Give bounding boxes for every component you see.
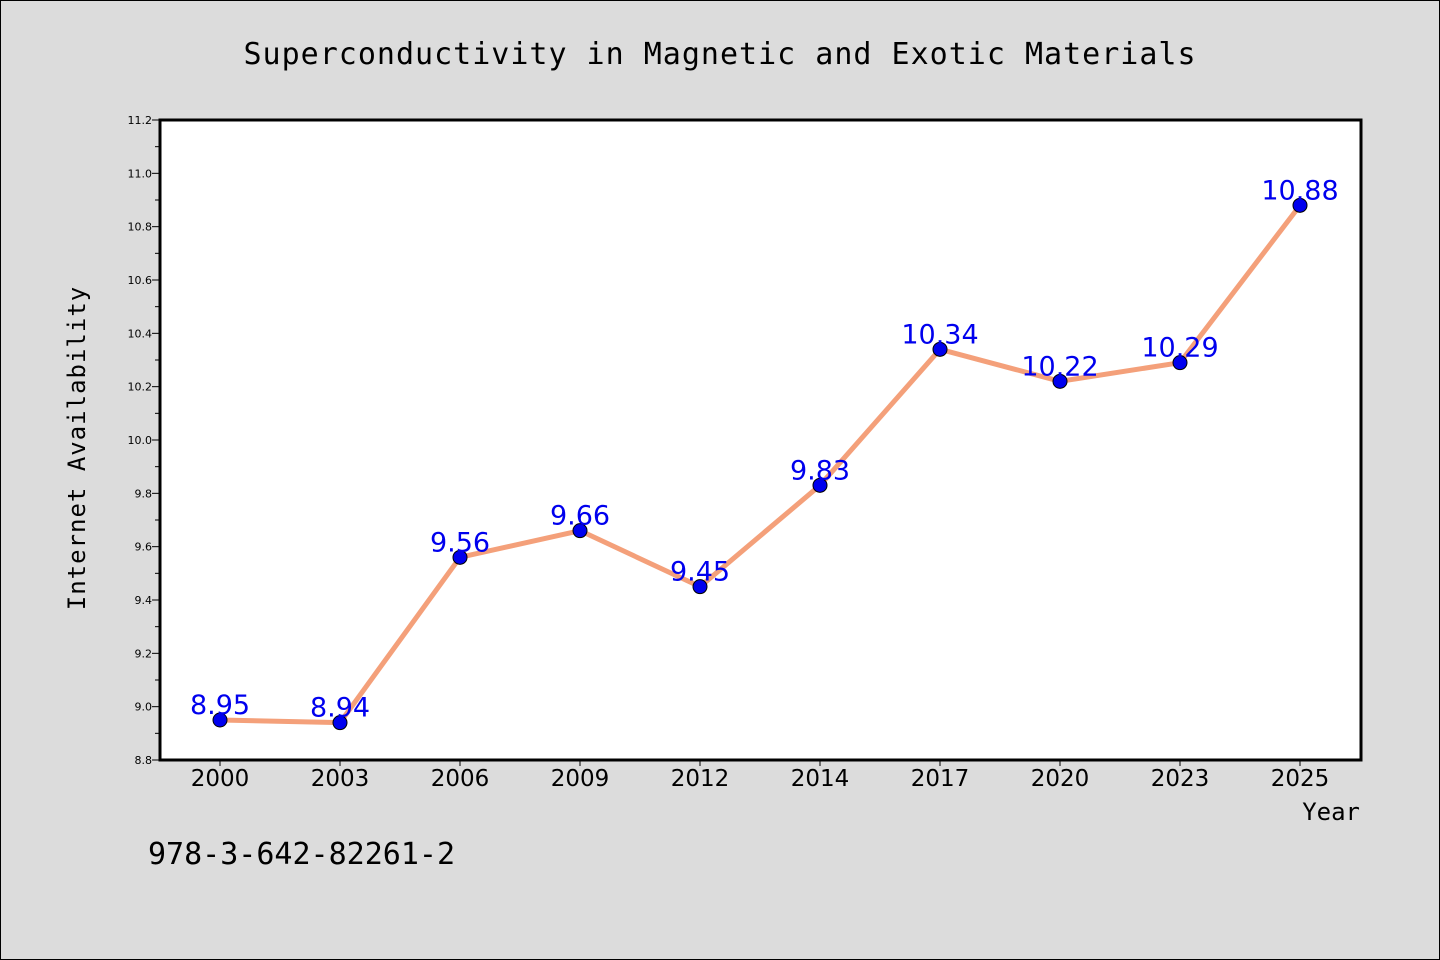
data-point bbox=[332, 715, 348, 731]
data-point bbox=[812, 477, 828, 493]
y-tick-label: 9.0 bbox=[135, 701, 153, 714]
data-point bbox=[692, 579, 708, 595]
data-label: 9.56 bbox=[430, 527, 490, 558]
y-tick-label: 10.8 bbox=[128, 221, 153, 234]
data-point bbox=[1292, 197, 1308, 213]
data-label: 10.88 bbox=[1261, 175, 1338, 206]
data-label: 9.45 bbox=[670, 557, 730, 588]
y-tick-label: 11.0 bbox=[128, 167, 153, 180]
x-tick-label: 2020 bbox=[1031, 766, 1090, 792]
data-label: 10.29 bbox=[1141, 333, 1218, 364]
data-label: 10.22 bbox=[1021, 351, 1098, 382]
plot-area bbox=[158, 118, 1363, 762]
x-tick-label: 2009 bbox=[551, 766, 610, 792]
data-point bbox=[212, 712, 228, 728]
y-tick-label: 10.6 bbox=[128, 274, 153, 287]
data-point bbox=[572, 523, 588, 539]
data-point bbox=[1172, 355, 1188, 371]
y-tick-label: 11.2 bbox=[128, 114, 153, 127]
y-tick-label: 10.2 bbox=[128, 381, 153, 394]
y-tick-label: 9.4 bbox=[135, 594, 153, 607]
x-tick-label: 2000 bbox=[191, 766, 250, 792]
x-axis: 2000 2003 2006 2009 2012 2014 2017 2020 2023 2025 bbox=[191, 760, 1330, 792]
series-line bbox=[217, 202, 1303, 726]
data-point bbox=[1052, 373, 1068, 389]
x-axis-label: Year bbox=[1302, 798, 1360, 826]
x-tick-label: 2023 bbox=[1151, 766, 1210, 792]
y-axis-label: Internet Availability bbox=[63, 286, 91, 610]
x-tick-label: 2006 bbox=[431, 766, 490, 792]
data-points bbox=[212, 197, 1308, 731]
y-tick-label: 9.6 bbox=[135, 541, 153, 554]
data-label: 9.66 bbox=[550, 501, 610, 532]
data-label: 10.34 bbox=[901, 319, 978, 350]
data-point bbox=[932, 341, 948, 357]
x-tick-label: 2014 bbox=[791, 766, 850, 792]
y-tick-label: 10.0 bbox=[128, 434, 153, 447]
y-axis: 8.8 9.0 9.2 9.4 9.6 9.8 10.0 10.2 10.4 10.6 10.8 11… bbox=[128, 114, 160, 767]
data-label: 8.95 bbox=[190, 690, 250, 721]
data-label: 9.83 bbox=[790, 455, 850, 486]
y-tick-label: 8.8 bbox=[135, 754, 153, 767]
x-tick-label: 2003 bbox=[311, 766, 370, 792]
x-tick-label: 2017 bbox=[911, 766, 970, 792]
x-tick-label: 2012 bbox=[671, 766, 730, 792]
data-labels: 8.95 8.94 9.56 9.66 9.45 9.83 10.34 10.22 10.29 1… bbox=[190, 175, 1339, 723]
data-point bbox=[452, 549, 468, 565]
y-tick-label: 10.4 bbox=[128, 327, 153, 340]
data-label: 8.94 bbox=[310, 693, 370, 724]
chart-title: Superconductivity in Magnetic and Exotic… bbox=[243, 37, 1196, 72]
identifier-annotation: 978-3-642-82261-2 bbox=[148, 837, 455, 872]
x-tick-label: 2025 bbox=[1271, 766, 1330, 792]
y-tick-label: 9.8 bbox=[135, 487, 153, 500]
y-tick-label: 9.2 bbox=[135, 647, 153, 660]
